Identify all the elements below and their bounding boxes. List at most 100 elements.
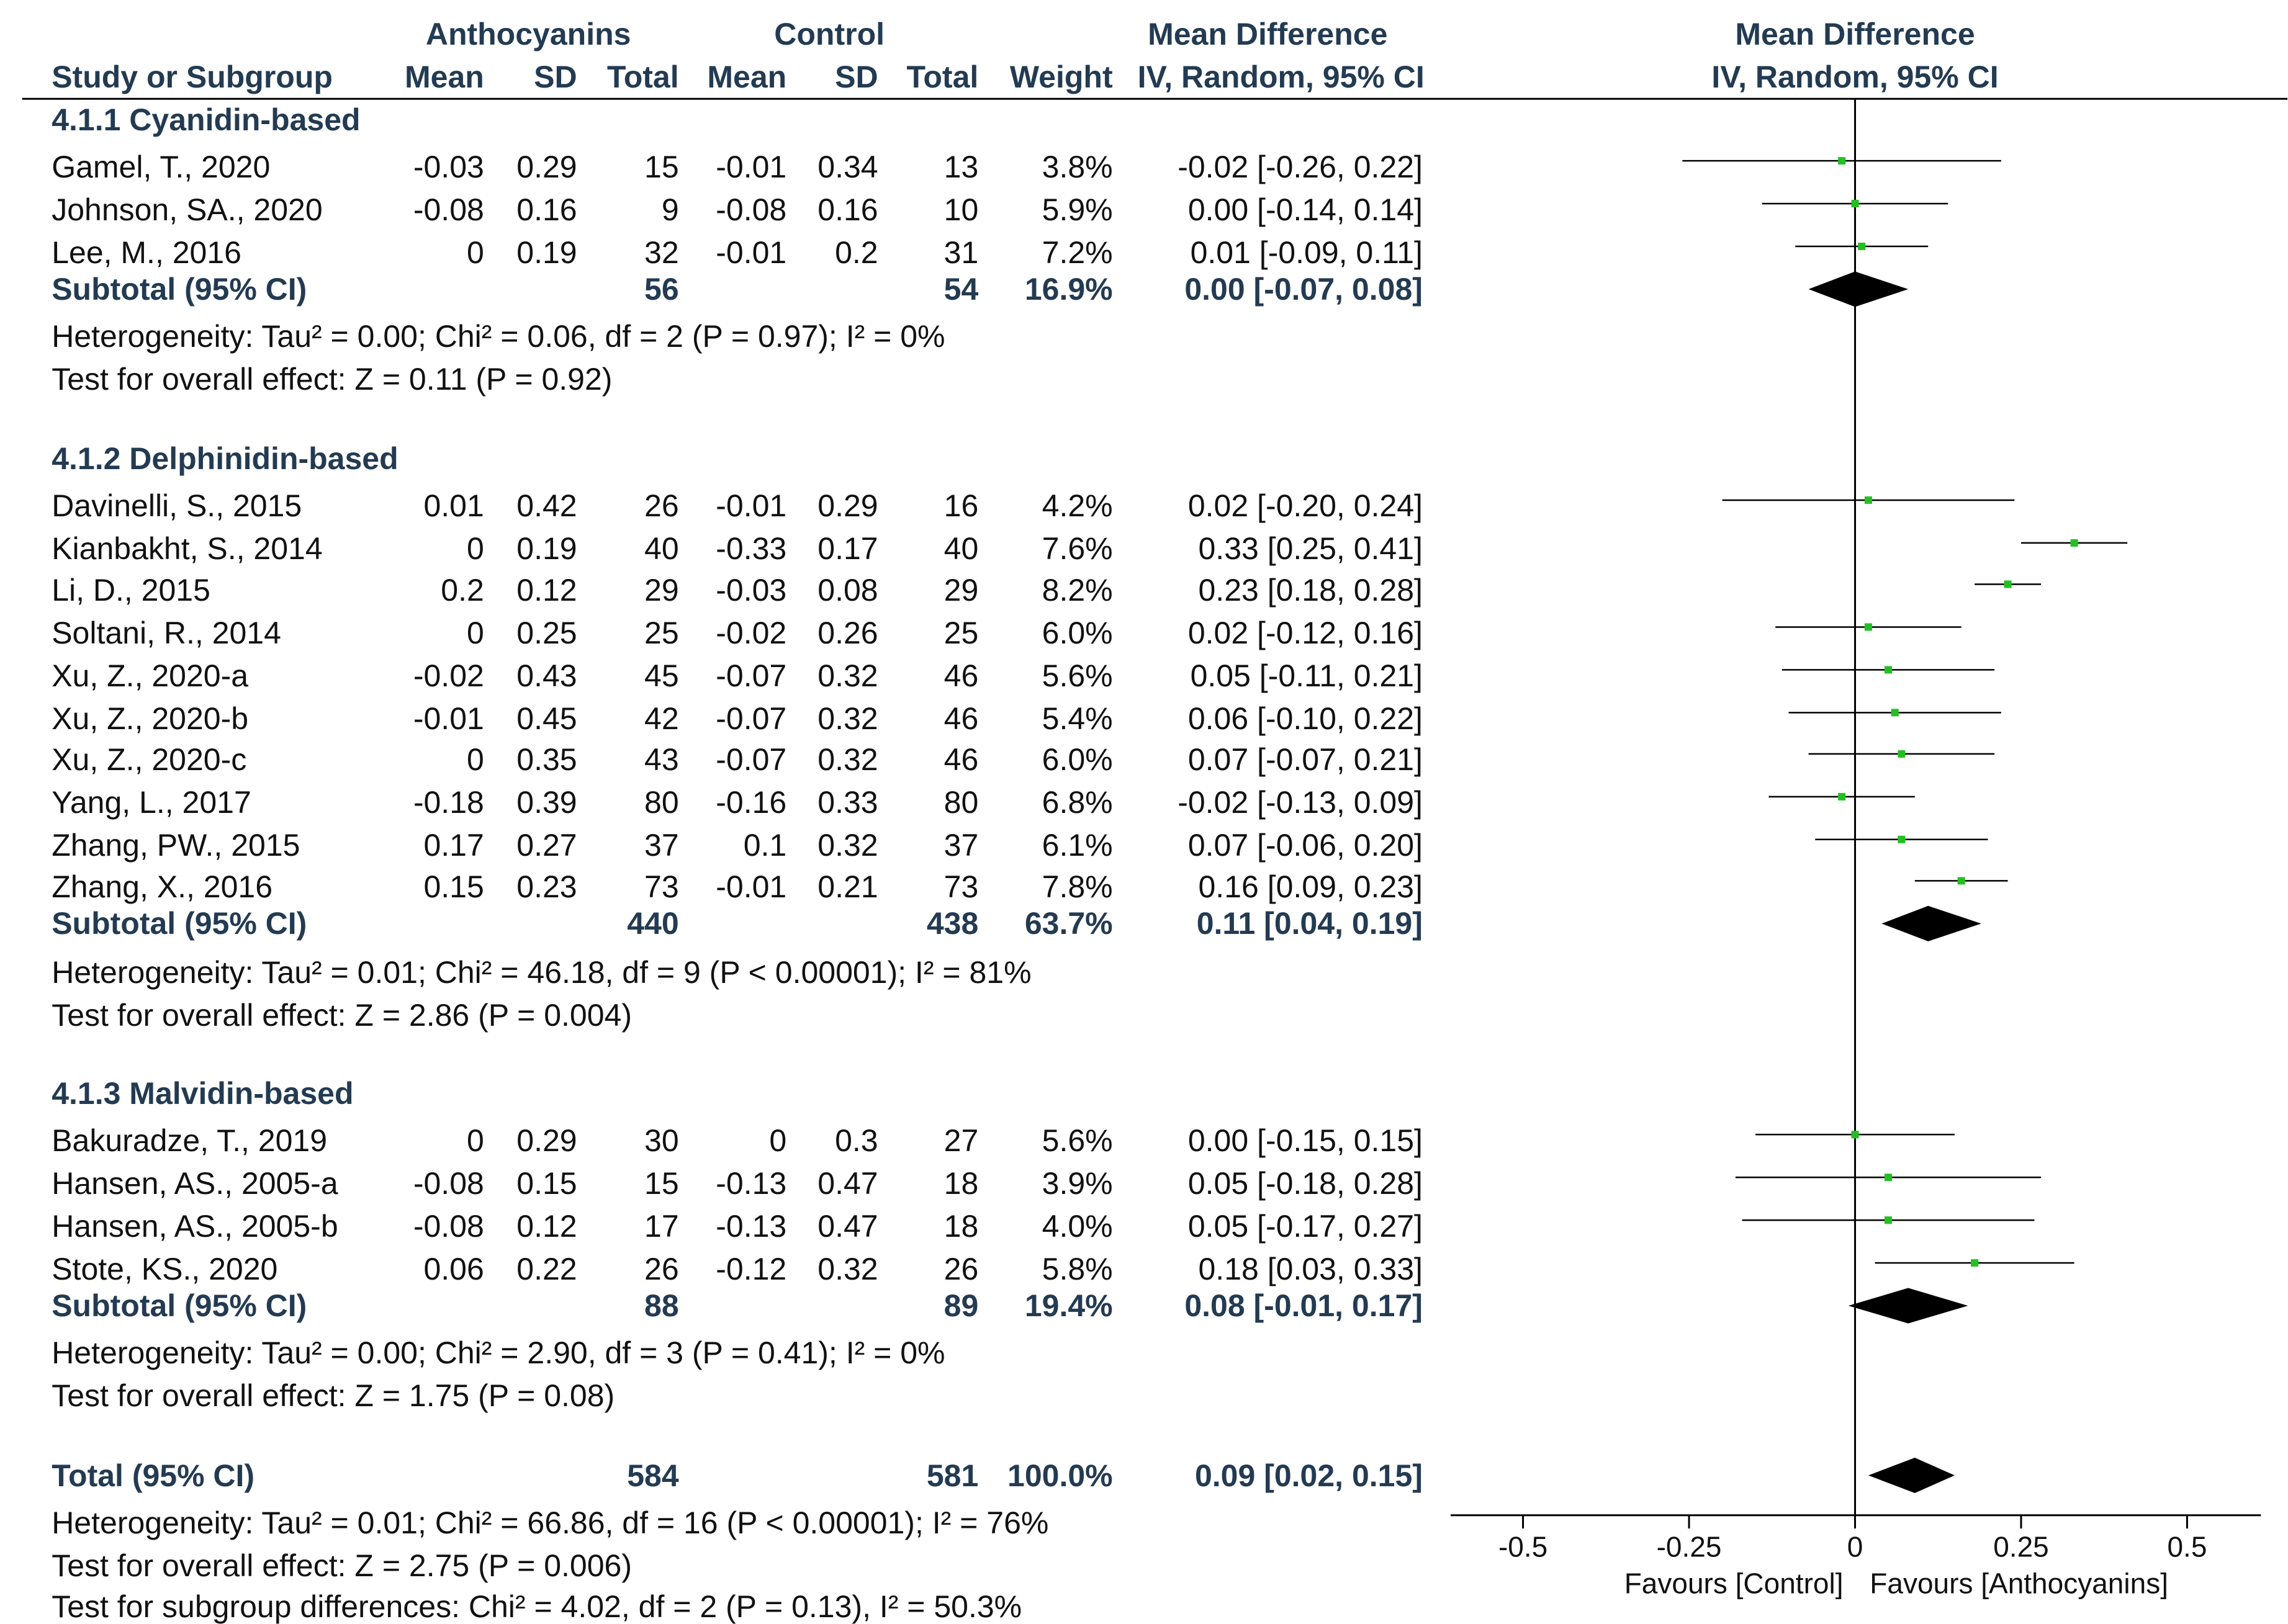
subtotal-mean-difference-ci: 0.00 [-0.07, 0.08] bbox=[1184, 271, 1423, 307]
anthocyanins-mean: 0 bbox=[467, 615, 484, 650]
anthocyanins-mean: -0.02 bbox=[413, 658, 484, 693]
col-sd-2: SD bbox=[835, 59, 878, 94]
favours-anthocyanins-label: Favours [Anthocyanins] bbox=[1870, 1568, 2168, 1600]
study-name: Xu, Z., 2020-c bbox=[52, 742, 247, 778]
col-total-1: Total bbox=[606, 59, 679, 94]
anthocyanins-total: 42 bbox=[644, 701, 679, 736]
header-group-control: Control bbox=[774, 16, 885, 52]
anthocyanins-sd: 0.19 bbox=[516, 531, 577, 567]
study-weight: 4.2% bbox=[1042, 488, 1113, 524]
control-sd: 0.34 bbox=[817, 149, 878, 184]
plot-header-mean-difference: Mean Difference bbox=[1735, 16, 1975, 52]
total-diamond bbox=[1868, 1457, 1955, 1494]
control-sd: 0.32 bbox=[817, 828, 878, 863]
x-tick-label: 0 bbox=[1847, 1530, 1863, 1563]
anthocyanins-total: 9 bbox=[661, 192, 679, 227]
study-name: Zhang, PW., 2015 bbox=[52, 828, 300, 863]
control-mean: 0.1 bbox=[743, 828, 787, 863]
anthocyanins-total: 15 bbox=[644, 1165, 679, 1201]
study-point bbox=[1885, 1216, 1893, 1224]
anthocyanins-sd: 0.16 bbox=[516, 192, 577, 227]
total-label: Total (95% CI) bbox=[52, 1458, 255, 1493]
anthocyanins-mean: 0.15 bbox=[423, 869, 484, 904]
control-sd: 0.33 bbox=[817, 785, 878, 820]
col-mean-1: Mean bbox=[405, 59, 484, 94]
study-name: Hansen, AS., 2005-a bbox=[52, 1165, 338, 1201]
study-point bbox=[1891, 709, 1899, 717]
anthocyanins-mean: -0.08 bbox=[413, 1165, 484, 1201]
control-total: 27 bbox=[944, 1123, 979, 1158]
anthocyanins-sd: 0.29 bbox=[516, 1123, 577, 1158]
header-mean-difference: Mean Difference bbox=[1148, 16, 1388, 52]
heterogeneity-text: Heterogeneity: Tau² = 0.01; Chi² = 46.18… bbox=[52, 954, 1032, 990]
anthocyanins-mean: 0.17 bbox=[423, 828, 484, 863]
anthocyanins-mean: 0 bbox=[467, 1123, 484, 1158]
study-mean-difference-ci: 0.16 [0.09, 0.23] bbox=[1198, 869, 1423, 904]
study-name: Xu, Z., 2020-b bbox=[52, 701, 249, 736]
anthocyanins-mean: -0.18 bbox=[413, 785, 484, 820]
overall-effect-text: Test for overall effect: Z = 1.75 (P = 0… bbox=[52, 1378, 615, 1414]
study-mean-difference-ci: 0.01 [-0.09, 0.11] bbox=[1190, 235, 1423, 270]
study-name: Stote, KS., 2020 bbox=[52, 1251, 278, 1286]
control-mean: -0.02 bbox=[716, 615, 787, 650]
anthocyanins-total: 30 bbox=[644, 1123, 679, 1158]
study-point bbox=[1957, 877, 1965, 885]
anthocyanins-sd: 0.12 bbox=[516, 573, 577, 608]
subtotal-label: Subtotal (95% CI) bbox=[52, 1288, 307, 1324]
x-tick-label: 0.5 bbox=[2167, 1530, 2207, 1563]
anthocyanins-total: 29 bbox=[644, 573, 679, 608]
study-point bbox=[1885, 1173, 1893, 1182]
total-anthocyanins: 584 bbox=[627, 1458, 679, 1493]
study-weight: 5.8% bbox=[1042, 1251, 1113, 1286]
study-name: Li, D., 2015 bbox=[52, 573, 210, 608]
overall-effect-text: Test for overall effect: Z = 0.11 (P = 0… bbox=[52, 362, 613, 397]
anthocyanins-sd: 0.42 bbox=[516, 488, 577, 524]
control-sd: 0.08 bbox=[817, 573, 878, 608]
subtotal-anthocyanins-total: 440 bbox=[627, 906, 679, 941]
col-sd-1: SD bbox=[534, 59, 577, 94]
control-sd: 0.26 bbox=[817, 615, 878, 650]
subtotal-weight: 63.7% bbox=[1024, 906, 1113, 941]
study-mean-difference-ci: 0.00 [-0.15, 0.15] bbox=[1187, 1123, 1423, 1158]
study-name: Bakuradze, T., 2019 bbox=[52, 1123, 328, 1158]
anthocyanins-sd: 0.27 bbox=[516, 828, 577, 863]
anthocyanins-total: 26 bbox=[644, 1251, 679, 1286]
study-weight: 6.8% bbox=[1042, 785, 1113, 820]
control-sd: 0.32 bbox=[817, 701, 878, 736]
study-weight: 3.9% bbox=[1042, 1165, 1113, 1201]
study-point bbox=[1838, 157, 1846, 165]
col-study: Study or Subgroup bbox=[52, 59, 333, 94]
anthocyanins-mean: 0.2 bbox=[441, 573, 484, 608]
control-total: 29 bbox=[944, 573, 979, 608]
col-md-method: IV, Random, 95% CI bbox=[1137, 59, 1425, 94]
subtotal-control-total: 89 bbox=[944, 1288, 979, 1324]
total-mean-difference-ci: 0.09 [0.02, 0.15] bbox=[1194, 1458, 1423, 1493]
control-total: 26 bbox=[944, 1251, 979, 1286]
x-tick-label: -0.25 bbox=[1657, 1530, 1722, 1563]
favours-control-label: Favours [Control] bbox=[1624, 1568, 1844, 1600]
study-point bbox=[1971, 1259, 1979, 1267]
total-overall-effect: Test for overall effect: Z = 2.75 (P = 0… bbox=[52, 1548, 632, 1583]
study-weight: 4.0% bbox=[1042, 1208, 1113, 1244]
study-weight: 8.2% bbox=[1042, 573, 1113, 608]
anthocyanins-total: 17 bbox=[644, 1208, 679, 1244]
anthocyanins-sd: 0.45 bbox=[516, 701, 577, 736]
study-weight: 5.6% bbox=[1042, 1123, 1113, 1158]
study-weight: 5.9% bbox=[1042, 192, 1113, 227]
study-mean-difference-ci: 0.05 [-0.17, 0.27] bbox=[1187, 1208, 1423, 1244]
control-mean: -0.07 bbox=[716, 658, 787, 693]
study-name: Yang, L., 2017 bbox=[52, 785, 251, 820]
study-weight: 5.6% bbox=[1042, 658, 1113, 693]
study-mean-difference-ci: 0.23 [0.18, 0.28] bbox=[1198, 573, 1423, 608]
anthocyanins-total: 80 bbox=[644, 785, 679, 820]
control-sd: 0.3 bbox=[835, 1123, 878, 1158]
study-point bbox=[1864, 496, 1872, 504]
anthocyanins-sd: 0.29 bbox=[516, 149, 577, 184]
anthocyanins-total: 73 bbox=[644, 869, 679, 904]
study-mean-difference-ci: 0.07 [-0.07, 0.21] bbox=[1187, 742, 1423, 778]
anthocyanins-sd: 0.15 bbox=[516, 1165, 577, 1201]
subtotal-diamond bbox=[1848, 1288, 1968, 1324]
control-mean: -0.07 bbox=[716, 742, 787, 778]
